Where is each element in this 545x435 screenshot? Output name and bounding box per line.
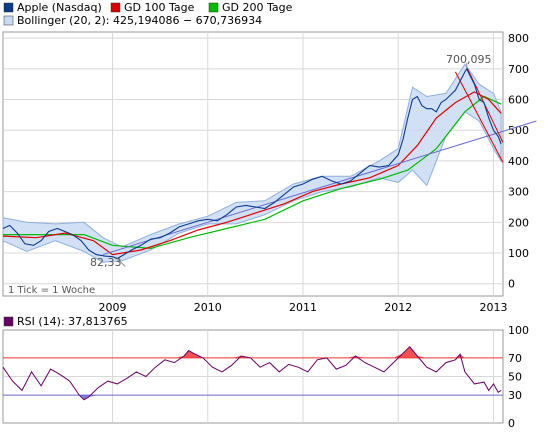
- legend-label-bollinger: Bollinger (20, 2): 425,194086 − 670,7369…: [17, 14, 262, 27]
- price-y-axis: 0 100 200 300 400 500 600 700 800: [508, 32, 529, 291]
- series-gd100: [2, 91, 502, 256]
- legend-swatch-gd100: [110, 2, 121, 13]
- legend-swatch-gd200: [208, 2, 219, 13]
- rsi-y-axis: 0 30 50 70 100: [508, 324, 529, 430]
- price-series: [2, 62, 537, 267]
- rsi-y-tick-label: 50: [508, 371, 522, 384]
- price-y-tick-label: 400: [508, 155, 529, 168]
- legend-label-gd100: GD 100 Tage: [124, 1, 195, 14]
- price-y-tick-label: 700: [508, 63, 529, 76]
- rsi-series: [2, 345, 503, 401]
- low-marker: [116, 258, 126, 267]
- price-y-tick-label: 600: [508, 94, 529, 107]
- price-x-tick-label: 2012: [384, 301, 412, 314]
- tick-info: 1 Tick = 1 Woche: [8, 285, 95, 296]
- bollinger-band: [2, 63, 502, 263]
- rsi-y-tick-label: 70: [508, 352, 522, 365]
- rsi-y-tick-label: 0: [508, 417, 515, 430]
- rsi-grid: [3, 330, 503, 423]
- legend-label-gd200: GD 200 Tage: [222, 1, 293, 14]
- rsi-y-tick-label: 100: [508, 324, 529, 337]
- price-y-tick-label: 200: [508, 216, 529, 229]
- price-x-tick-label: 2013: [479, 301, 507, 314]
- price-y-tick-label: 500: [508, 124, 529, 137]
- legend-swatch-bollinger: [3, 15, 14, 26]
- price-x-tick-label: 2010: [194, 301, 222, 314]
- series-gd200: [3, 95, 502, 250]
- price-y-tick-label: 300: [508, 186, 529, 199]
- price-y-tick-label: 100: [508, 247, 529, 260]
- trend-support-line: [102, 120, 537, 256]
- low-label: 82,33: [90, 256, 122, 269]
- series-price: [2, 67, 502, 260]
- price-x-tick-label: 2011: [289, 301, 317, 314]
- rsi-title: RSI (14): 37,813765: [17, 315, 128, 328]
- price-y-tick-label: 800: [508, 32, 529, 45]
- series-rsi: [2, 345, 502, 401]
- high-label: 700,095: [446, 53, 492, 66]
- rsi-y-tick-label: 30: [508, 389, 522, 402]
- price-x-tick-label: 2009: [99, 301, 127, 314]
- legend: Apple (Nasdaq) GD 100 Tage GD 200 Tage B…: [3, 1, 293, 27]
- legend-label-price: Apple (Nasdaq): [17, 1, 102, 14]
- trend-resistance-line-1: [454, 71, 504, 163]
- price-y-tick-label: 0: [508, 278, 515, 291]
- price-x-axis: 2009 2010 2011 2012 2013: [99, 301, 508, 314]
- legend-swatch-rsi: [3, 316, 14, 327]
- legend-swatch-price: [3, 2, 14, 13]
